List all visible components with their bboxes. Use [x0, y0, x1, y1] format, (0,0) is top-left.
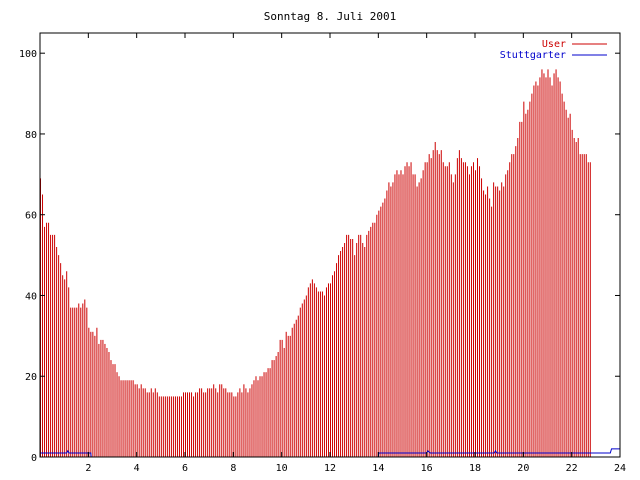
x-tick-label: 10	[276, 463, 288, 474]
bars-user	[40, 69, 591, 457]
y-tick-label: 80	[25, 130, 37, 141]
x-tick-label: 18	[469, 463, 481, 474]
x-tick-label: 24	[614, 463, 626, 474]
x-tick-label: 2	[85, 463, 91, 474]
x-tick-label: 12	[324, 463, 336, 474]
y-tick-label: 0	[31, 453, 37, 464]
y-tick-label: 40	[25, 291, 37, 302]
y-tick-label: 100	[19, 49, 37, 60]
y-tick-label: 60	[25, 211, 37, 222]
x-tick-label: 20	[517, 463, 529, 474]
y-tick-label: 20	[25, 372, 37, 383]
legend-label: User	[542, 39, 566, 50]
chart-title: Sonntag 8. Juli 2001	[264, 10, 396, 23]
x-tick-label: 4	[134, 463, 140, 474]
x-tick-label: 14	[372, 463, 384, 474]
x-tick-label: 8	[230, 463, 236, 474]
x-tick-label: 16	[421, 463, 433, 474]
x-tick-label: 6	[182, 463, 188, 474]
x-tick-label: 22	[566, 463, 578, 474]
legend-label: Stuttgarter	[500, 50, 566, 61]
